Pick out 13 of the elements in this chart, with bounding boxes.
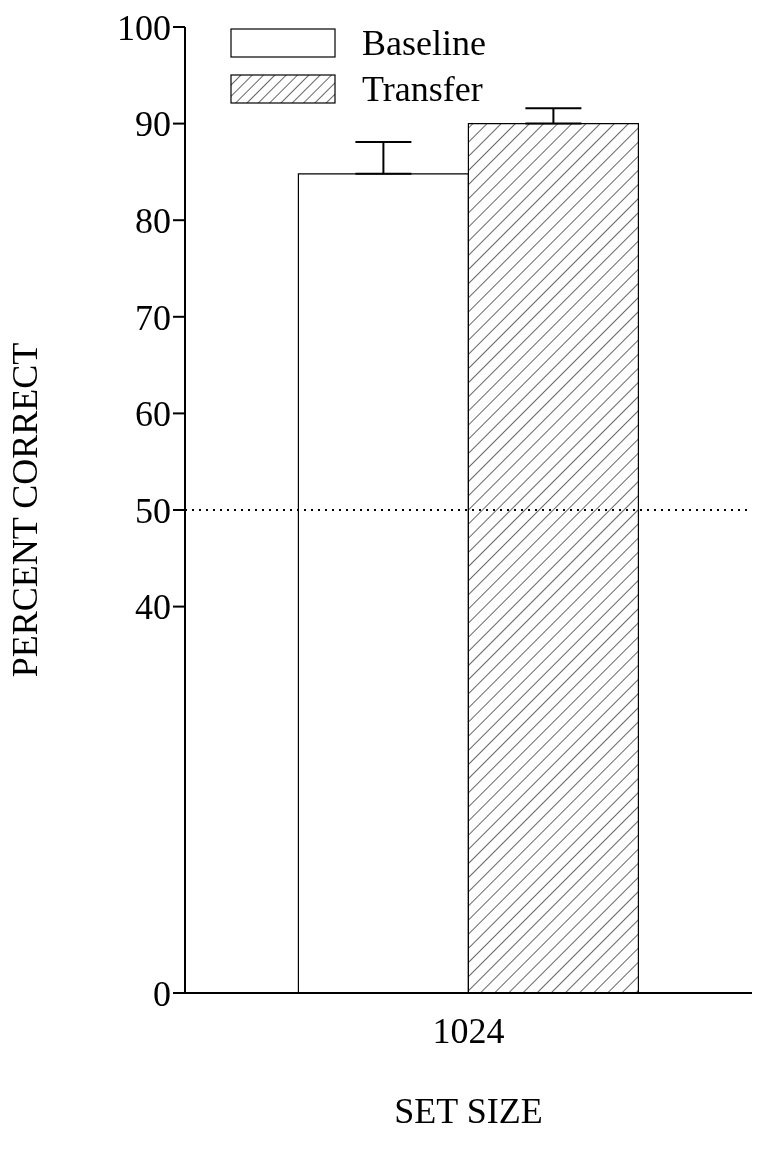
y-tick-label: 100 xyxy=(117,7,171,48)
series-label: Transfer xyxy=(362,68,483,110)
y-tick-label: 70 xyxy=(135,297,171,338)
x-axis-title: SET SIZE xyxy=(394,1091,543,1131)
x-tick-label: 1024 xyxy=(432,1010,505,1051)
y-axis-title: PERCENT CORRECT xyxy=(4,342,45,678)
y-tick-label: 90 xyxy=(135,104,171,145)
legend-label: Baseline xyxy=(362,22,486,64)
y-tick-label: 40 xyxy=(135,587,171,628)
y-tick-label: 80 xyxy=(135,200,171,241)
y-tick-label: 0 xyxy=(153,973,171,1014)
y-tick-label: 50 xyxy=(135,490,171,531)
y-tick-label: 60 xyxy=(135,394,171,435)
